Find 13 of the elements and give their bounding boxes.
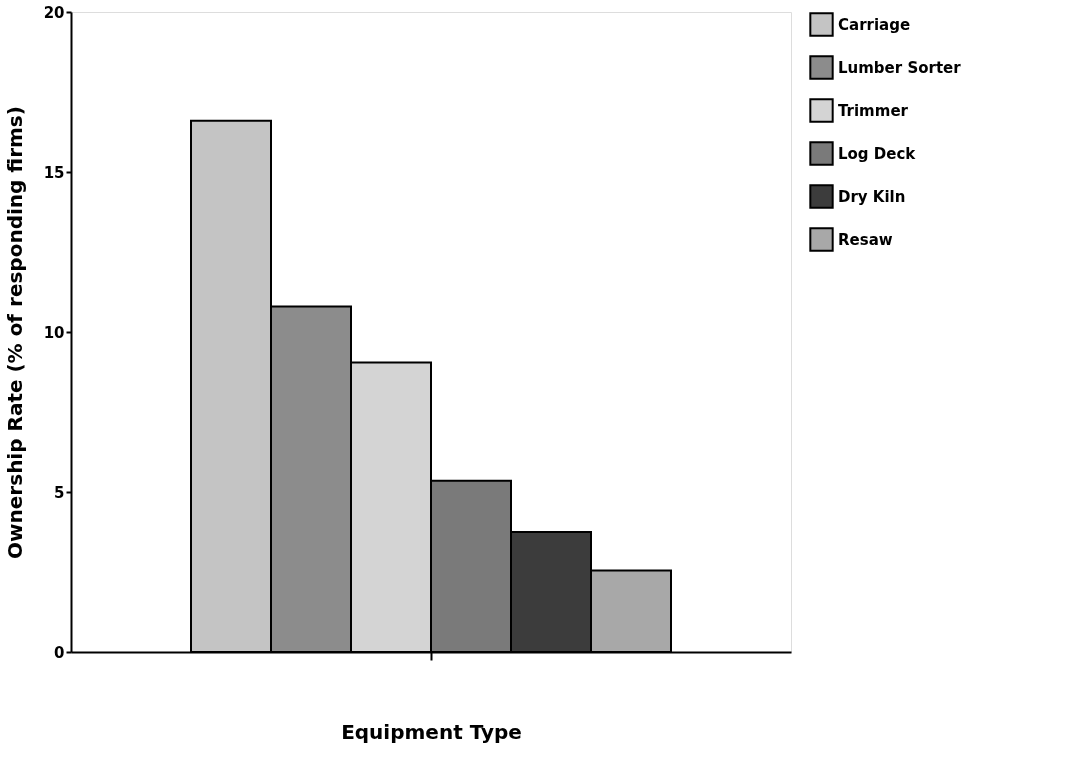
y-tick-label: 0 [54, 643, 65, 662]
x-axis-title: Equipment Type [341, 719, 522, 744]
y-tick-label: 10 [43, 323, 65, 342]
legend-label: Log Deck [838, 144, 917, 163]
y-tick-label: 15 [43, 163, 65, 182]
legend-label: Carriage [838, 15, 911, 34]
y-tick-label: 20 [43, 3, 65, 22]
legend-label: Trimmer [838, 101, 909, 120]
legend-label: Dry Kiln [838, 187, 906, 206]
legend-label: Lumber Sorter [838, 58, 962, 77]
y-tick-label: 5 [54, 483, 65, 502]
y-axis-title: Ownership Rate (% of responding firms) [2, 106, 27, 559]
legend-label: Resaw [838, 230, 893, 249]
